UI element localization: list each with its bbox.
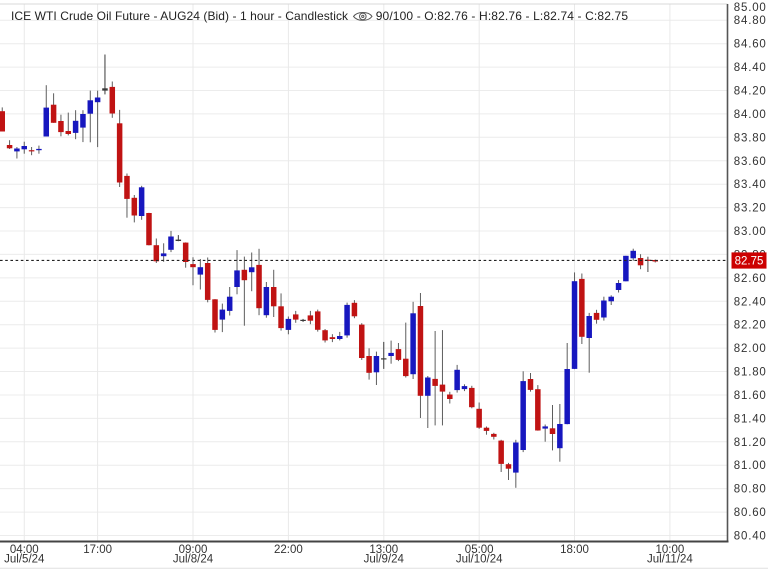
svg-text:80.40: 80.40 [734,531,766,543]
svg-text:84.40: 84.40 [734,62,766,74]
svg-text:13:00: 13:00 [369,544,398,556]
svg-text:84.60: 84.60 [734,39,766,51]
svg-text:84.00: 84.00 [734,109,766,121]
svg-text:84.20: 84.20 [734,86,766,98]
svg-text:81.00: 81.00 [734,460,766,472]
svg-text:82.40: 82.40 [734,296,766,308]
svg-text:ICE WTI Crude Oil Future - AUG: ICE WTI Crude Oil Future - AUG24 (Bid) -… [11,9,349,23]
svg-text:Jul/9/24: Jul/9/24 [364,554,405,566]
svg-text:82.00: 82.00 [734,343,766,355]
svg-text:04:00: 04:00 [10,544,39,556]
svg-text:05:00: 05:00 [465,544,494,556]
svg-text:83.40: 83.40 [734,179,766,191]
svg-text:10:00: 10:00 [656,544,685,556]
svg-text:Jul/5/24: Jul/5/24 [4,554,45,566]
svg-text:09:00: 09:00 [179,544,208,556]
svg-text:90/100 - O:82.76 - H:82.76 - L: 90/100 - O:82.76 - H:82.76 - L:82.74 - C… [376,9,629,23]
svg-text:83.00: 83.00 [734,226,766,238]
svg-text:80.60: 80.60 [734,507,766,519]
svg-text:17:00: 17:00 [83,544,112,556]
svg-text:Jul/10/24: Jul/10/24 [456,554,503,566]
svg-text:81.60: 81.60 [734,390,766,402]
svg-text:84.80: 84.80 [734,15,766,27]
svg-text:83.20: 83.20 [734,203,766,215]
svg-text:82.20: 82.20 [734,320,766,332]
svg-text:Jul/11/24: Jul/11/24 [647,554,693,566]
svg-text:22:00: 22:00 [274,544,303,556]
svg-text:18:00: 18:00 [560,544,589,556]
svg-text:81.80: 81.80 [734,367,766,379]
svg-text:82.75: 82.75 [735,256,764,268]
svg-text:Jul/8/24: Jul/8/24 [173,554,214,566]
svg-text:80.80: 80.80 [734,484,766,496]
svg-text:81.40: 81.40 [734,413,766,425]
svg-text:81.20: 81.20 [734,437,766,449]
svg-text:85.00: 85.00 [734,2,766,14]
svg-text:83.60: 83.60 [734,156,766,168]
svg-text:83.80: 83.80 [734,132,766,144]
svg-text:82.60: 82.60 [734,273,766,285]
